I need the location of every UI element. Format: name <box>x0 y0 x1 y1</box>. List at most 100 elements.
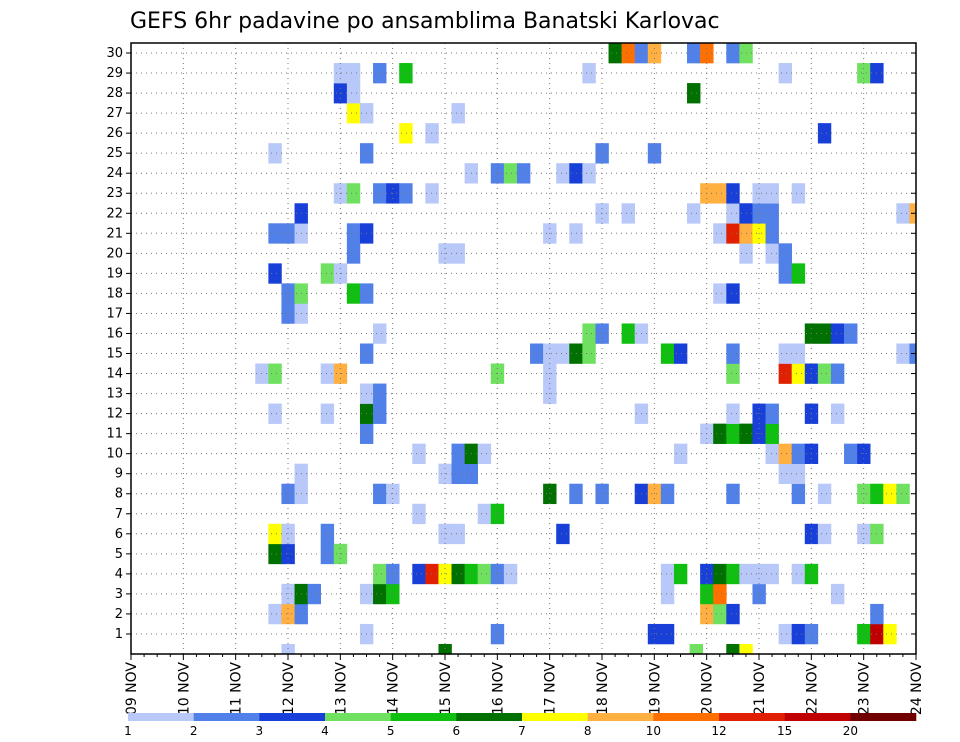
heatmap-cell <box>726 563 740 585</box>
heatmap-cell <box>713 603 727 625</box>
y-tick-label: 16 <box>106 326 123 341</box>
heatmap-cell <box>320 543 335 565</box>
heatmap-cell <box>726 43 740 64</box>
y-tick-label: 9 <box>115 467 123 482</box>
heatmap-cell <box>713 563 727 585</box>
heatmap-cell <box>346 63 361 84</box>
x-tick-label: 19 NOV <box>647 662 663 716</box>
colorbar: 1 2 3 4 5 6 7 8 10 12 15 20 <box>124 713 917 738</box>
heatmap-cell <box>830 403 845 424</box>
heatmap-cell <box>451 443 465 464</box>
y-tick-label: 5 <box>115 547 123 562</box>
heatmap-cell <box>765 223 779 244</box>
heatmap-cell <box>320 523 335 545</box>
y-tick-label: 20 <box>106 246 123 261</box>
heatmap-cell <box>451 243 465 264</box>
heatmap-cell <box>386 563 400 585</box>
heatmap-cell <box>687 203 701 224</box>
heatmap-cell <box>268 363 282 384</box>
heatmap-cell <box>673 343 688 364</box>
heatmap-cell <box>726 183 740 204</box>
y-tick-label: 22 <box>106 206 123 221</box>
heatmap-cell <box>412 563 426 585</box>
heatmap-cell <box>621 203 636 224</box>
heatmap-cell <box>556 163 570 184</box>
y-tick-label: 30 <box>106 46 123 61</box>
heatmap-cells <box>255 43 917 655</box>
heatmap-cell <box>739 643 753 655</box>
heatmap-cell <box>765 563 779 585</box>
colorbar-segment <box>456 713 523 721</box>
heatmap-cell <box>503 163 518 184</box>
y-tick-label: 12 <box>106 407 123 422</box>
heatmap-cell <box>830 363 845 384</box>
heatmap-cell <box>425 563 439 585</box>
y-tick-label: 3 <box>115 587 123 602</box>
y-tick-label: 26 <box>106 126 123 141</box>
x-tick-label: 23 NOV <box>857 662 873 716</box>
x-tick-label: 13 NOV <box>333 662 349 716</box>
x-axis-ticks: 09 NOV 10 NOV 11 NOV 12 NOV 13 NOV 14 NOV 15 N… <box>124 654 925 715</box>
heatmap-cell <box>660 623 675 645</box>
heatmap-cell <box>778 463 793 485</box>
heatmap-cell <box>726 423 740 444</box>
heatmap-cell <box>817 483 832 505</box>
heatmap-cell <box>778 443 793 464</box>
heatmap-cell <box>399 63 413 84</box>
colorbar-label: 20 <box>843 724 858 738</box>
plot-frame <box>130 42 917 655</box>
heatmap-cell <box>830 323 845 344</box>
heatmap-cell <box>281 603 295 625</box>
heatmap-cell <box>778 263 793 284</box>
heatmap-cell <box>582 63 596 84</box>
heatmap-cell <box>726 363 740 384</box>
heatmap-cell <box>320 363 335 384</box>
heatmap-cell <box>660 583 675 605</box>
heatmap-cell <box>791 343 806 364</box>
colorbar-segment <box>784 713 851 721</box>
x-tick-label: 22 NOV <box>804 662 820 716</box>
colorbar-label: 8 <box>584 724 592 738</box>
grid-lines <box>131 43 916 654</box>
y-tick-label: 13 <box>106 387 123 402</box>
heatmap-cell <box>386 583 400 605</box>
heatmap-cell <box>516 163 531 184</box>
colorbar-segment <box>719 713 785 721</box>
heatmap-cell <box>346 83 361 104</box>
y-axis-ticks: 1234567891011121314151617181920212223242… <box>106 46 916 642</box>
x-tick-label: 12 NOV <box>281 662 297 716</box>
heatmap-cell <box>660 483 675 505</box>
heatmap-cell <box>817 123 832 144</box>
heatmap-cell <box>373 383 387 404</box>
x-tick-label: 24 NOV <box>909 662 925 716</box>
x-tick-label: 11 NOV <box>229 662 245 716</box>
heatmap-cell <box>621 43 636 64</box>
heatmap-cell <box>713 423 727 444</box>
heatmap-cell <box>713 223 727 244</box>
heatmap-cell <box>399 123 413 144</box>
colorbar-label: 12 <box>711 724 726 738</box>
heatmap-cell <box>765 423 779 444</box>
heatmap-cell <box>791 483 806 505</box>
heatmap-cell <box>896 483 910 505</box>
heatmap-cell <box>320 263 335 284</box>
heatmap-cell <box>569 483 583 505</box>
heatmap-cell <box>490 563 505 585</box>
heatmap-cell <box>451 103 465 124</box>
y-tick-label: 23 <box>106 186 123 201</box>
heatmap-cell <box>268 543 282 565</box>
heatmap-cell <box>687 43 701 64</box>
heatmap-cell <box>857 623 871 645</box>
x-tick-label: 16 NOV <box>490 662 506 716</box>
heatmap-cell <box>896 343 910 364</box>
colorbar-label: 10 <box>646 724 661 738</box>
x-tick-label: 10 NOV <box>176 662 192 716</box>
heatmap-cell <box>412 443 426 464</box>
heatmap-cell <box>726 403 740 424</box>
heatmap-cell <box>713 583 727 605</box>
heatmap-cell <box>425 183 439 204</box>
heatmap-cell <box>268 403 282 424</box>
heatmap-cell <box>373 563 387 585</box>
heatmap-cell <box>791 563 806 585</box>
y-tick-label: 14 <box>106 367 123 382</box>
